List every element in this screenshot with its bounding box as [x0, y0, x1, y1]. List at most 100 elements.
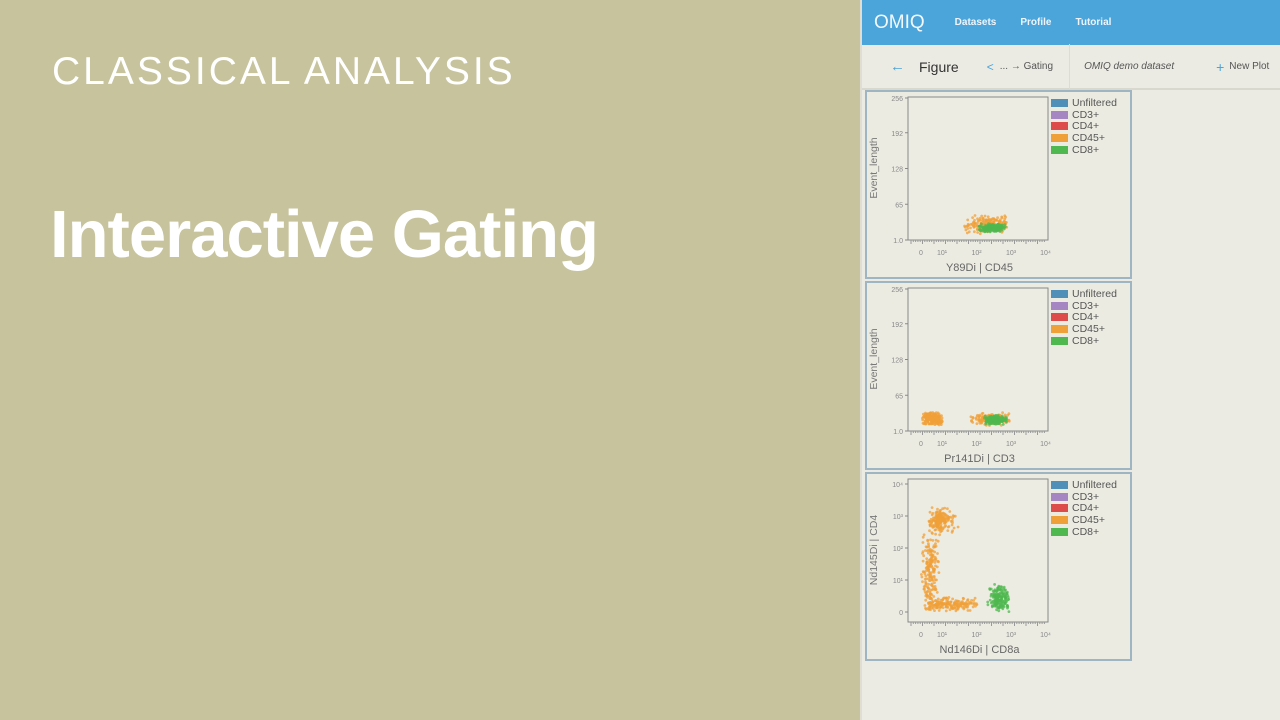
x-tick-label: 10¹: [937, 632, 948, 639]
data-point-cd45-pos: [926, 573, 930, 577]
data-point-cd45-pos: [973, 214, 977, 217]
legend-swatch: [1051, 133, 1068, 142]
legend-item[interactable]: CD45+: [1051, 323, 1117, 335]
nav-profile[interactable]: Profile: [1020, 17, 1052, 28]
data-point-cd45-pos: [966, 598, 970, 602]
data-point-cd45-pos: [964, 228, 968, 232]
data-point-cd8-pos: [978, 228, 982, 232]
plot-panel[interactable]: 0 10¹ 10² 10³ 10⁴ 0 10¹ 10² 10³ 10⁴ Nd145Di | CD4 N…: [865, 472, 1132, 661]
data-point-cd45-pos: [921, 541, 925, 544]
data-point-cd45-pos: [939, 421, 943, 424]
legend-item[interactable]: CD4+: [1051, 502, 1117, 514]
data-point-cd45-pos: [923, 604, 927, 607]
data-point-cd45-pos: [944, 514, 947, 518]
data-point-cd45-pos: [980, 214, 984, 218]
legend-label: CD3+: [1072, 299, 1100, 312]
data-point-cd45-pos: [971, 416, 975, 419]
data-point-cd45-pos: [939, 520, 942, 523]
data-point-cd45-pos: [921, 559, 925, 563]
plot-panel[interactable]: 1.0 65 128 192 256 0 10¹ 10² 10³ 10⁴ Event_length P…: [865, 281, 1132, 470]
nav-datasets[interactable]: Datasets: [954, 17, 997, 28]
slide-title: Interactive Gating: [50, 197, 599, 272]
data-point-cd45-pos: [934, 538, 938, 542]
y-tick-label: 1.0: [893, 429, 903, 436]
data-point-cd45-pos: [975, 422, 979, 425]
legend-item[interactable]: Unfiltered: [1051, 97, 1117, 109]
legend-item[interactable]: CD3+: [1051, 491, 1117, 503]
data-point-cd8-pos: [996, 587, 1000, 590]
legend-item[interactable]: CD8+: [1051, 335, 1117, 347]
arrow-left-icon[interactable]: ←: [890, 58, 905, 75]
x-tick-label: 10⁴: [1040, 632, 1051, 639]
legend-item[interactable]: CD3+: [1051, 300, 1117, 312]
new-plot-button[interactable]: New Plot: [1229, 61, 1270, 72]
data-point-cd45-pos: [925, 590, 929, 594]
legend-item[interactable]: CD8+: [1051, 526, 1117, 538]
scatter-plot[interactable]: 1.0 65 128 192 256 0 10¹ 10² 10³ 10⁴: [867, 283, 1134, 472]
legend-item[interactable]: Unfiltered: [1051, 479, 1117, 491]
y-tick-label: 10²: [893, 546, 904, 553]
omiq-logo[interactable]: OMIQ: [874, 11, 925, 33]
data-point-cd45-pos: [947, 525, 951, 528]
scatter-plot[interactable]: 1.0 65 128 192 256 0 10¹ 10² 10³ 10⁴: [867, 92, 1134, 281]
legend-item[interactable]: Unfiltered: [1051, 288, 1117, 300]
data-point-cd45-pos: [942, 519, 946, 522]
x-axis-label[interactable]: Pr141Di | CD3: [944, 453, 1015, 465]
data-point-cd45-pos: [989, 218, 993, 221]
data-point-cd45-pos: [928, 592, 932, 596]
plus-icon[interactable]: +: [1216, 58, 1225, 75]
legend-swatch: [1051, 145, 1068, 154]
data-point-cd45-pos: [924, 545, 928, 549]
data-point-cd8-pos: [980, 222, 983, 226]
data-point-cd45-pos: [931, 560, 935, 563]
nav-tutorial[interactable]: Tutorial: [1075, 17, 1112, 28]
y-tick-label: 65: [895, 202, 903, 209]
data-point-cd45-pos: [925, 577, 928, 581]
plot-panel[interactable]: 1.0 65 128 192 256 0 10¹ 10² 10³ 10⁴ Event_length Y…: [865, 90, 1132, 279]
data-point-cd45-pos: [951, 529, 954, 533]
breadcrumb-gating[interactable]: ... → Gating: [999, 61, 1054, 72]
data-point-cd8-pos: [987, 422, 991, 426]
legend-item[interactable]: CD8+: [1051, 144, 1117, 156]
data-point-cd45-pos: [926, 412, 929, 416]
data-point-cd45-pos: [937, 571, 941, 574]
legend-item[interactable]: CD4+: [1051, 311, 1117, 323]
dataset-name[interactable]: OMIQ demo dataset: [1084, 61, 1175, 72]
legend-swatch: [1051, 324, 1068, 333]
data-point-cd8-pos: [997, 226, 1001, 230]
legend-item[interactable]: CD4+: [1051, 120, 1117, 132]
x-axis-label[interactable]: Y89Di | CD45: [945, 262, 1014, 274]
data-point-cd45-pos: [966, 227, 970, 230]
data-point-cd8-pos: [997, 224, 1000, 228]
data-point-cd45-pos: [921, 535, 925, 539]
y-tick-label: 10⁴: [892, 482, 903, 489]
y-tick-label: 10³: [893, 514, 904, 521]
data-point-cd45-pos: [997, 220, 1001, 224]
data-point-cd45-pos: [928, 604, 932, 608]
data-point-cd45-pos: [969, 226, 972, 230]
legend-swatch: [1051, 515, 1068, 524]
legend-item[interactable]: CD45+: [1051, 132, 1117, 144]
x-tick-label: 0: [919, 441, 923, 448]
data-point-cd45-pos: [936, 552, 939, 555]
data-point-cd45-pos: [956, 599, 959, 603]
scatter-plot[interactable]: 0 10¹ 10² 10³ 10⁴ 0 10¹ 10² 10³ 10⁴: [867, 474, 1134, 663]
legend-swatch: [1051, 110, 1068, 119]
figure-toolbar: ← Figure < ... → Gating OMIQ demo datase…: [862, 44, 1280, 90]
data-point-cd45-pos: [937, 523, 940, 526]
legend-swatch: [1051, 336, 1068, 345]
data-point-cd45-pos: [962, 607, 966, 611]
data-point-cd8-pos: [1003, 223, 1007, 227]
legend-label: CD4+: [1072, 120, 1100, 133]
legend-label: CD8+: [1072, 334, 1100, 347]
data-point-cd45-pos: [983, 214, 987, 218]
x-axis-label[interactable]: Nd146Di | CD8a: [939, 644, 1020, 656]
legend-label: CD4+: [1072, 311, 1100, 324]
data-point-cd45-pos: [976, 231, 979, 234]
legend-item[interactable]: CD3+: [1051, 109, 1117, 121]
y-tick-label: 192: [891, 131, 903, 138]
data-point-cd45-pos: [951, 597, 954, 601]
legend-item[interactable]: CD45+: [1051, 514, 1117, 526]
data-point-cd45-pos: [952, 526, 956, 530]
plot-area: [907, 287, 1049, 432]
